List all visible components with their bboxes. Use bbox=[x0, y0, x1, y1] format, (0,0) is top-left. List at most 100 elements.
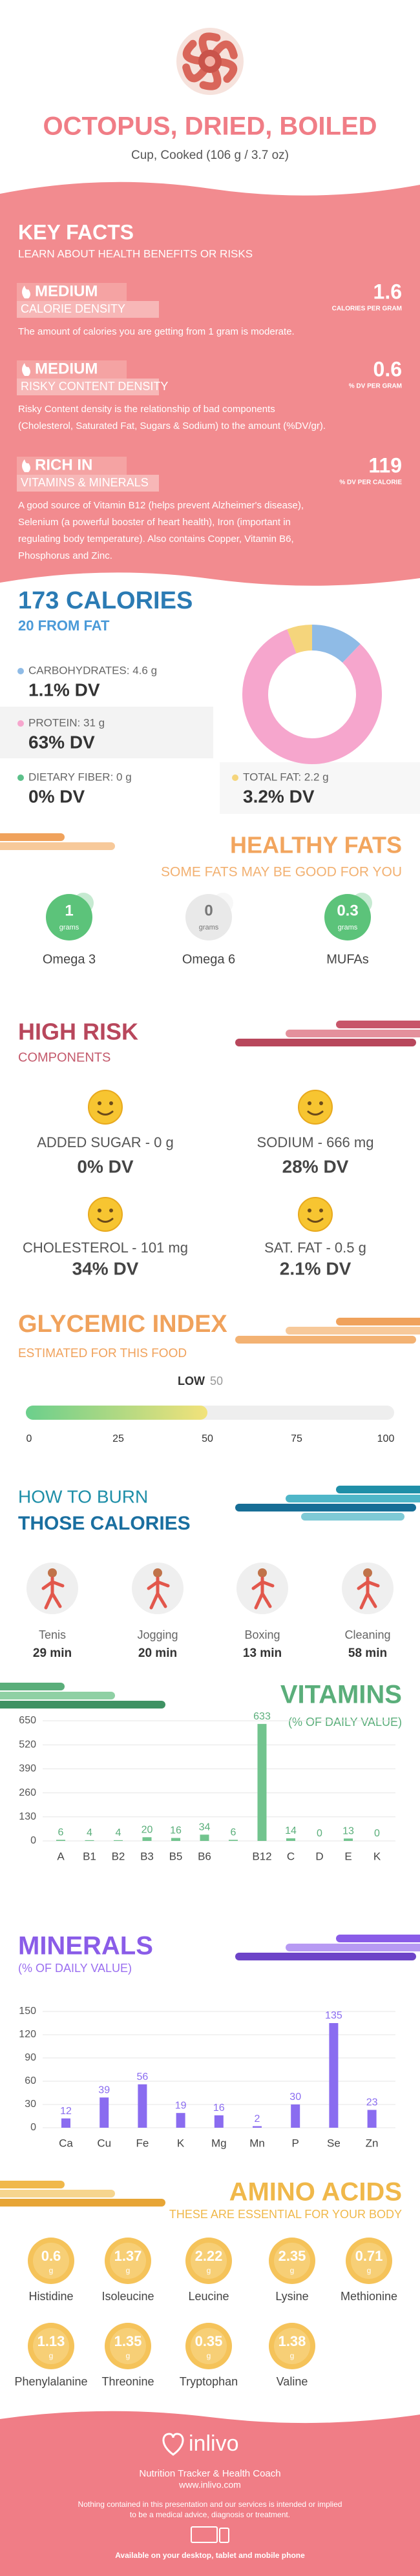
macro-bullet bbox=[232, 774, 238, 781]
x-tick-label: B2 bbox=[112, 1850, 125, 1862]
fat-value: 1 bbox=[65, 902, 73, 919]
availability: Available on your desktop, tablet and mo… bbox=[115, 2551, 305, 2560]
x-tick-label: B12 bbox=[252, 1850, 271, 1862]
gi-tick-label: 100 bbox=[377, 1433, 395, 1444]
fact-value: 0.6 bbox=[373, 357, 402, 380]
amino-circle-inner bbox=[274, 2328, 310, 2364]
amino-unit: g bbox=[290, 2351, 295, 2360]
x-tick-label: Fe bbox=[136, 2137, 149, 2149]
amino-value: 1.38 bbox=[278, 2333, 306, 2349]
emoji-mouth bbox=[97, 1110, 114, 1116]
macro-label: TOTAL FAT: 2.2 g bbox=[243, 771, 329, 783]
fact-unit: CALORIES PER GRAM bbox=[332, 306, 402, 313]
amino-unit: g bbox=[126, 2351, 131, 2360]
activity-name: Jogging bbox=[137, 1628, 178, 1641]
fact-value: 119 bbox=[368, 453, 402, 477]
fact-description: Risky Content density is the relationshi… bbox=[18, 404, 275, 415]
activity-head bbox=[363, 1568, 372, 1577]
emoji-mouth bbox=[307, 1218, 324, 1223]
amino-unit: g bbox=[49, 2351, 54, 2360]
section-subtitle: ESTIMATED FOR THIS FOOD bbox=[18, 1347, 187, 1360]
decor-stripe bbox=[0, 833, 65, 841]
amino-value: 2.22 bbox=[195, 2248, 223, 2264]
risk-name: SODIUM - 666 mg bbox=[257, 1134, 374, 1150]
emoji-eye bbox=[98, 1209, 101, 1212]
emoji-eye bbox=[308, 1101, 311, 1105]
decor-stripe bbox=[0, 2199, 165, 2207]
bar bbox=[176, 2113, 185, 2128]
amino-unit: g bbox=[367, 2266, 372, 2275]
risk-name: CHOLESTEROL - 101 mg bbox=[23, 1240, 188, 1256]
section-subtitle: THESE ARE ESSENTIAL FOR YOUR BODY bbox=[169, 2208, 402, 2221]
emoji-eye bbox=[308, 1209, 311, 1212]
fact-level-box bbox=[17, 457, 127, 475]
decor-stripe bbox=[286, 1327, 420, 1335]
fat-name: Omega 6 bbox=[182, 952, 235, 966]
emoji-eye bbox=[109, 1101, 113, 1105]
macro-bullet bbox=[17, 774, 24, 781]
fact-description: The amount of calories you are getting f… bbox=[18, 326, 295, 337]
amino-unit: g bbox=[207, 2266, 211, 2275]
decor-stripe bbox=[301, 1513, 404, 1521]
bar bbox=[344, 1838, 353, 1841]
octopus-illustration bbox=[176, 28, 244, 95]
activity-head bbox=[258, 1568, 267, 1577]
activity-time: 58 min bbox=[348, 1646, 387, 1660]
donut-slice bbox=[311, 625, 361, 663]
macro-highlight bbox=[220, 762, 420, 814]
x-tick-label: C bbox=[287, 1850, 295, 1862]
x-tick-label: B6 bbox=[198, 1850, 211, 1862]
fact-icon bbox=[22, 286, 30, 298]
macro-highlight bbox=[0, 707, 213, 758]
macro-dv: 1.1% DV bbox=[28, 680, 100, 700]
y-tick-label: 130 bbox=[19, 1811, 36, 1822]
x-tick-label: Zn bbox=[366, 2137, 379, 2149]
fact-level-box bbox=[17, 360, 127, 379]
decor-stripe bbox=[0, 1683, 65, 1690]
bar bbox=[229, 1840, 238, 1841]
emoji-mouth bbox=[97, 1218, 114, 1223]
macro-bullet bbox=[17, 668, 24, 674]
bar bbox=[367, 2110, 377, 2128]
activity-name: Boxing bbox=[244, 1628, 280, 1641]
activity-time: 29 min bbox=[33, 1646, 72, 1660]
brand: inlivo bbox=[189, 2431, 238, 2456]
fat-name: MUFAs bbox=[326, 952, 369, 966]
fact-name: RISKY CONTENT DENSITY bbox=[21, 380, 168, 393]
macro-label: PROTEIN: 31 g bbox=[28, 716, 105, 729]
disclaimer: to be a medical advice, diagnosis or tre… bbox=[130, 2510, 290, 2519]
bar bbox=[291, 2104, 300, 2128]
amino-circle-inner bbox=[191, 2328, 227, 2364]
data-label: 2 bbox=[255, 2114, 260, 2124]
gi-tick-label: 75 bbox=[291, 1433, 302, 1444]
section-title: HEALTHY FATS bbox=[230, 832, 402, 858]
amino-circle-inner bbox=[274, 2243, 310, 2279]
bar bbox=[138, 2084, 147, 2128]
data-label: 16 bbox=[170, 1825, 182, 1836]
data-label: 30 bbox=[289, 2092, 301, 2103]
activity-time: 13 min bbox=[243, 1646, 282, 1660]
macro-label: CARBOHYDRATES: 4.6 g bbox=[28, 664, 157, 676]
activity-name: Tenis bbox=[39, 1628, 66, 1641]
amino-name: Leucine bbox=[188, 2290, 229, 2303]
section-title: AMINO ACIDS bbox=[229, 2178, 402, 2207]
amino-circle-inner bbox=[110, 2243, 146, 2279]
y-tick-label: 90 bbox=[25, 2052, 36, 2063]
amino-unit: g bbox=[126, 2266, 131, 2275]
x-tick-label: B3 bbox=[140, 1850, 154, 1862]
calories-subtitle: 20 FROM FAT bbox=[18, 618, 110, 634]
x-tick-label: B5 bbox=[169, 1850, 183, 1862]
y-tick-label: 60 bbox=[25, 2075, 36, 2086]
amino-name: Tryptophan bbox=[180, 2375, 238, 2388]
amino-circle-inner bbox=[110, 2328, 146, 2364]
risk-dv: 34% DV bbox=[72, 1258, 139, 1278]
decor-stripe bbox=[286, 1030, 420, 1037]
fact-level-box bbox=[17, 283, 127, 301]
decor-stripe bbox=[235, 1953, 416, 1960]
data-label: 20 bbox=[142, 1824, 153, 1835]
y-tick-label: 260 bbox=[19, 1787, 36, 1798]
calories-title: 173 CALORIES bbox=[18, 587, 193, 614]
activity-figure bbox=[41, 1576, 65, 1610]
